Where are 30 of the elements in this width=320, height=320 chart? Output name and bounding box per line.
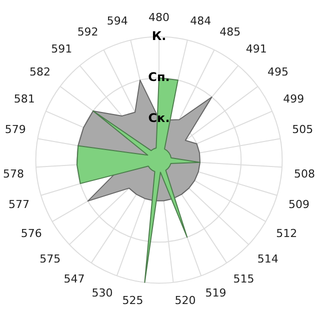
spoke-label: 514 <box>257 252 278 266</box>
spoke-label: 592 <box>77 25 98 38</box>
y-tick-label: Ск. <box>148 111 170 126</box>
spoke-label: 508 <box>294 167 315 180</box>
spoke-label: 499 <box>283 92 304 106</box>
spoke-label: 578 <box>3 167 24 180</box>
spoke-label: 505 <box>292 122 314 136</box>
spoke-label: 576 <box>20 227 42 240</box>
spoke-label: 519 <box>205 286 226 300</box>
y-tick-label: К. <box>152 28 166 43</box>
spoke-label: 480 <box>148 11 170 24</box>
spoke-label: 485 <box>220 25 241 38</box>
spoke-label: 594 <box>106 14 128 28</box>
spoke-label: 491 <box>246 42 267 56</box>
spoke-label: 484 <box>190 14 212 28</box>
spoke-label: 581 <box>14 92 35 106</box>
spoke-label: 520 <box>174 294 196 307</box>
spoke-label: 530 <box>92 286 113 300</box>
spoke-label: 509 <box>288 198 310 212</box>
spoke-label: 515 <box>233 272 254 286</box>
spoke-label: 525 <box>122 294 144 307</box>
spoke-label: 591 <box>51 42 72 56</box>
spoke-label: 575 <box>40 252 61 266</box>
spoke-label: 512 <box>276 227 298 240</box>
spoke-label: 577 <box>8 198 30 212</box>
spoke-label: 582 <box>30 66 51 79</box>
y-tick-label: Сп. <box>148 70 170 84</box>
spoke-label: 495 <box>267 66 288 79</box>
spoke-label: 579 <box>4 122 26 136</box>
spoke-label: 547 <box>64 272 85 286</box>
